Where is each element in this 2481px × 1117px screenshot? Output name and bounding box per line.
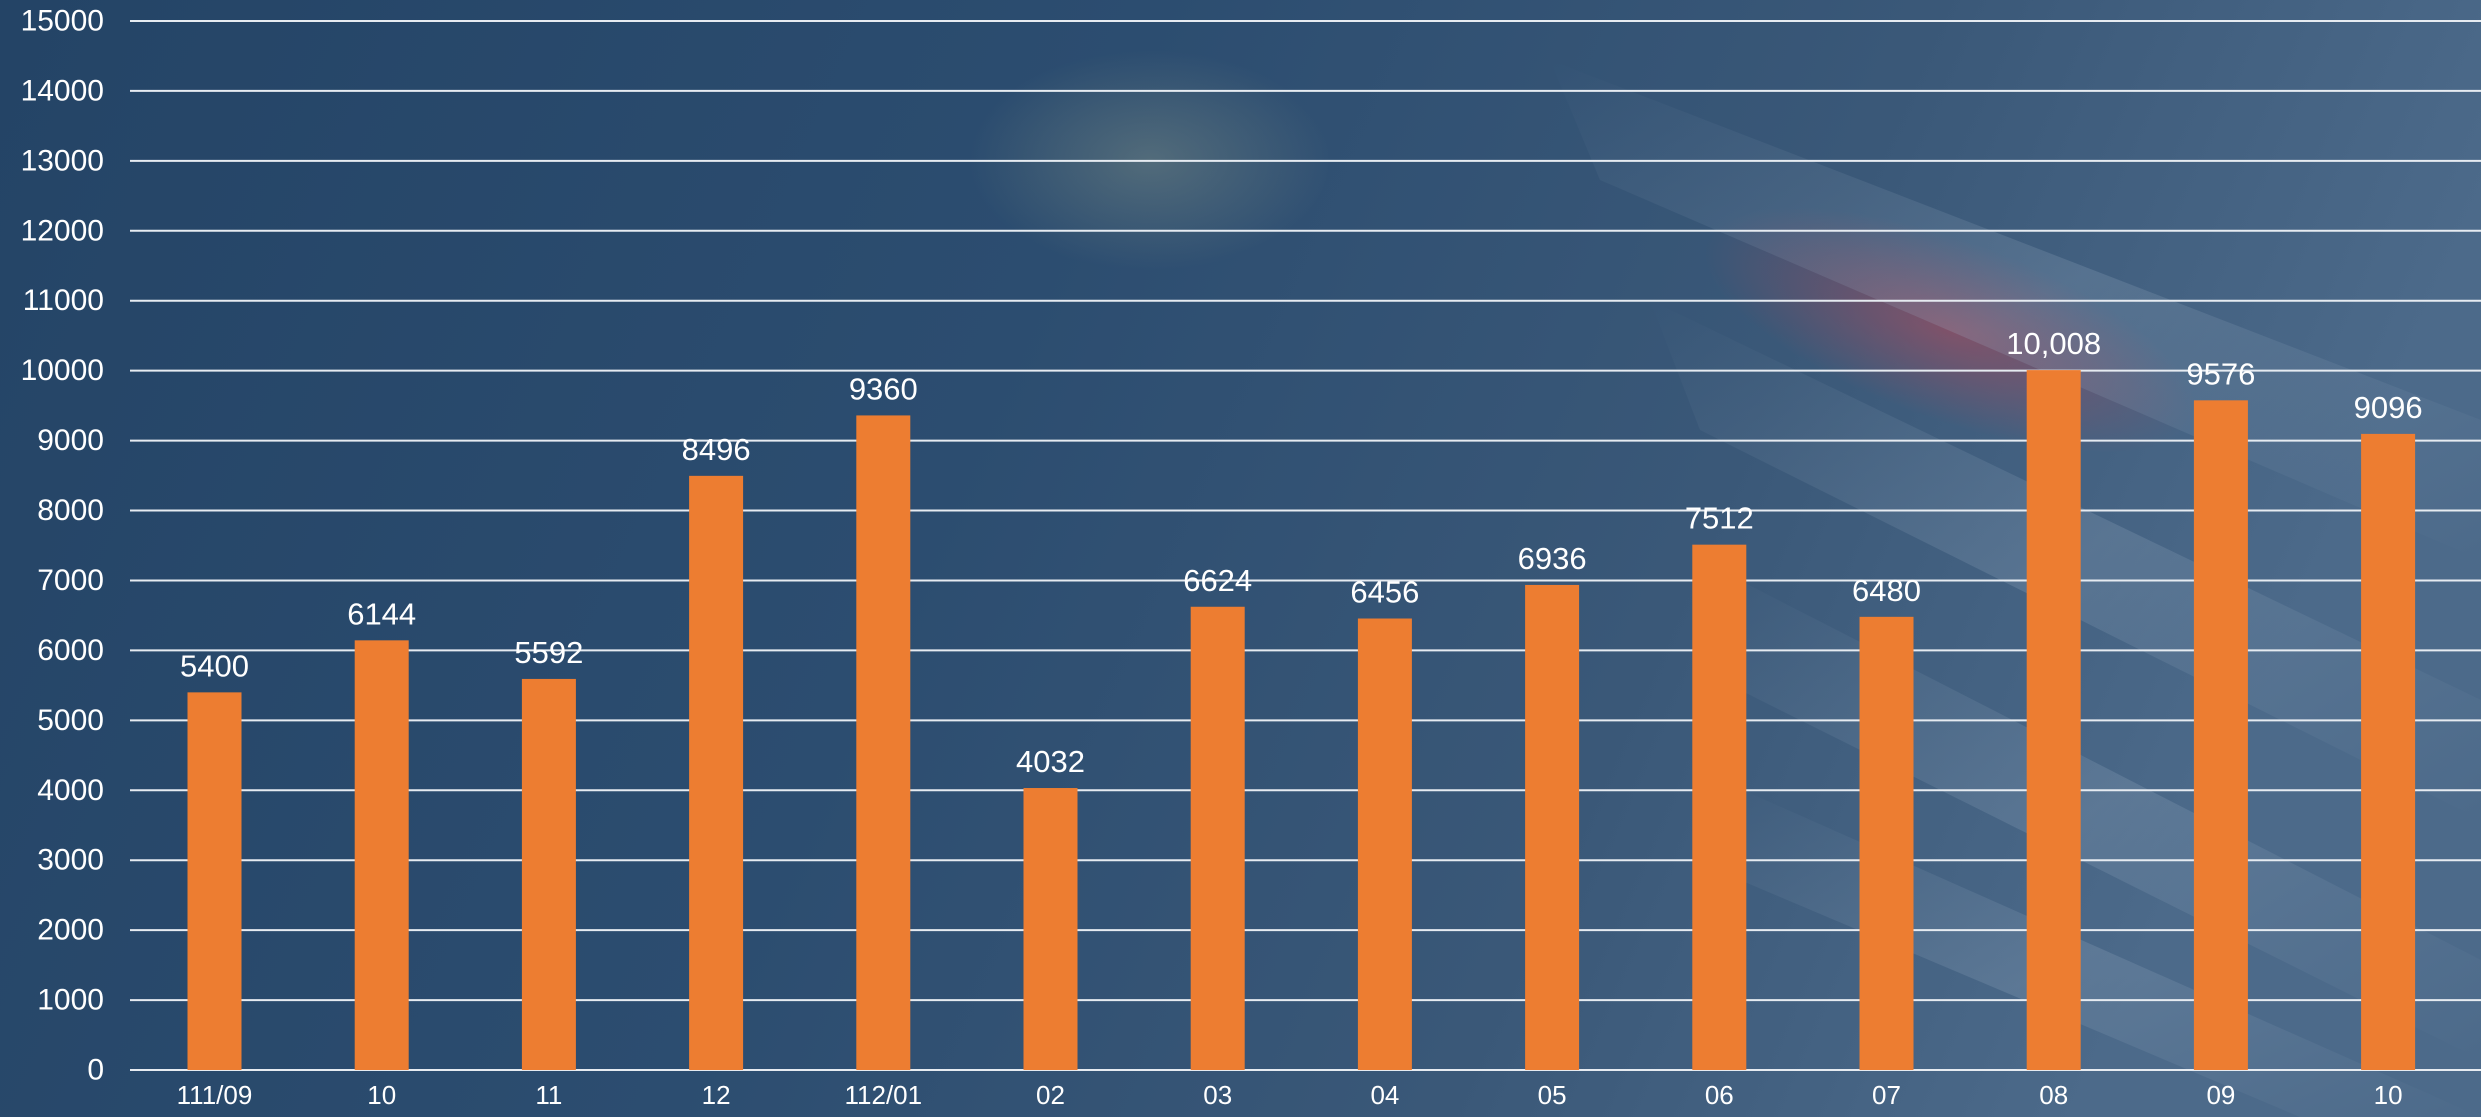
y-tick-label: 6000	[37, 634, 104, 667]
y-tick-label: 9000	[37, 424, 104, 457]
x-tick-label: 12	[702, 1080, 731, 1110]
x-tick-label: 03	[1203, 1080, 1232, 1110]
bar	[187, 692, 242, 1070]
bar	[521, 678, 576, 1070]
data-label: 6624	[1183, 563, 1252, 598]
y-tick-label: 13000	[21, 144, 104, 177]
gridlines	[130, 20, 2481, 1071]
data-label: 6480	[1852, 573, 1921, 608]
bar	[2026, 370, 2081, 1071]
x-tick-label: 111/09	[177, 1080, 253, 1110]
data-label: 10,008	[2006, 326, 2101, 361]
bar	[1023, 788, 1078, 1070]
y-axis-tick-labels: 0 1000 2000 3000 4000 5000 6000 7000 8000 9000 100…	[21, 5, 104, 1087]
y-tick-label: 7000	[37, 564, 104, 597]
y-tick-label: 3000	[37, 844, 104, 877]
x-tick-label: 04	[1370, 1080, 1399, 1110]
x-tick-label: 05	[1538, 1080, 1567, 1110]
x-tick-label: 10	[367, 1080, 396, 1110]
data-label: 9096	[2354, 390, 2423, 425]
bar	[689, 475, 744, 1070]
data-label: 6456	[1350, 575, 1419, 610]
x-tick-label: 07	[1872, 1080, 1901, 1110]
data-label: 5400	[180, 648, 249, 683]
bar	[354, 640, 409, 1070]
y-tick-label: 12000	[21, 214, 104, 247]
data-label: 6144	[347, 596, 416, 631]
bar	[2361, 433, 2416, 1070]
y-tick-label: 4000	[37, 774, 104, 807]
bar	[1190, 606, 1245, 1070]
y-tick-label: 11000	[23, 284, 104, 317]
data-label: 5592	[514, 635, 583, 670]
y-tick-label: 1000	[37, 984, 104, 1017]
bar	[1692, 544, 1747, 1070]
data-labels: 5400 6144 5592 8496 9360 4032 6624 6456 6936 7512…	[180, 326, 2423, 779]
y-tick-label: 2000	[37, 914, 104, 947]
bar	[1525, 584, 1580, 1070]
bar	[2193, 400, 2248, 1071]
bars	[187, 370, 2416, 1071]
x-tick-label: 02	[1036, 1080, 1065, 1110]
x-tick-label: 08	[2039, 1080, 2068, 1110]
y-tick-label: 15000	[21, 5, 104, 38]
x-tick-label: 11	[535, 1080, 562, 1110]
x-tick-label: 10	[2374, 1080, 2403, 1110]
data-label: 8496	[682, 432, 751, 467]
y-tick-label: 8000	[37, 494, 104, 527]
x-tick-label: 09	[2206, 1080, 2235, 1110]
y-tick-label: 0	[87, 1054, 104, 1087]
x-tick-label: 06	[1705, 1080, 1734, 1110]
data-label: 9576	[2186, 356, 2255, 391]
bar	[856, 415, 911, 1070]
y-tick-label: 5000	[37, 704, 104, 737]
x-tick-label: 112/01	[845, 1080, 923, 1110]
bar	[1357, 618, 1412, 1070]
data-label: 7512	[1685, 501, 1754, 536]
y-tick-label: 10000	[21, 354, 104, 387]
y-tick-label: 14000	[21, 74, 104, 107]
data-label: 6936	[1518, 541, 1587, 576]
bar	[1859, 616, 1914, 1070]
x-axis-tick-labels: 111/09 10 11 12 112/01 02 03 04 05 06 07 08 09 10	[177, 1080, 2403, 1110]
data-label: 4032	[1016, 744, 1085, 779]
data-label: 9360	[849, 371, 918, 406]
